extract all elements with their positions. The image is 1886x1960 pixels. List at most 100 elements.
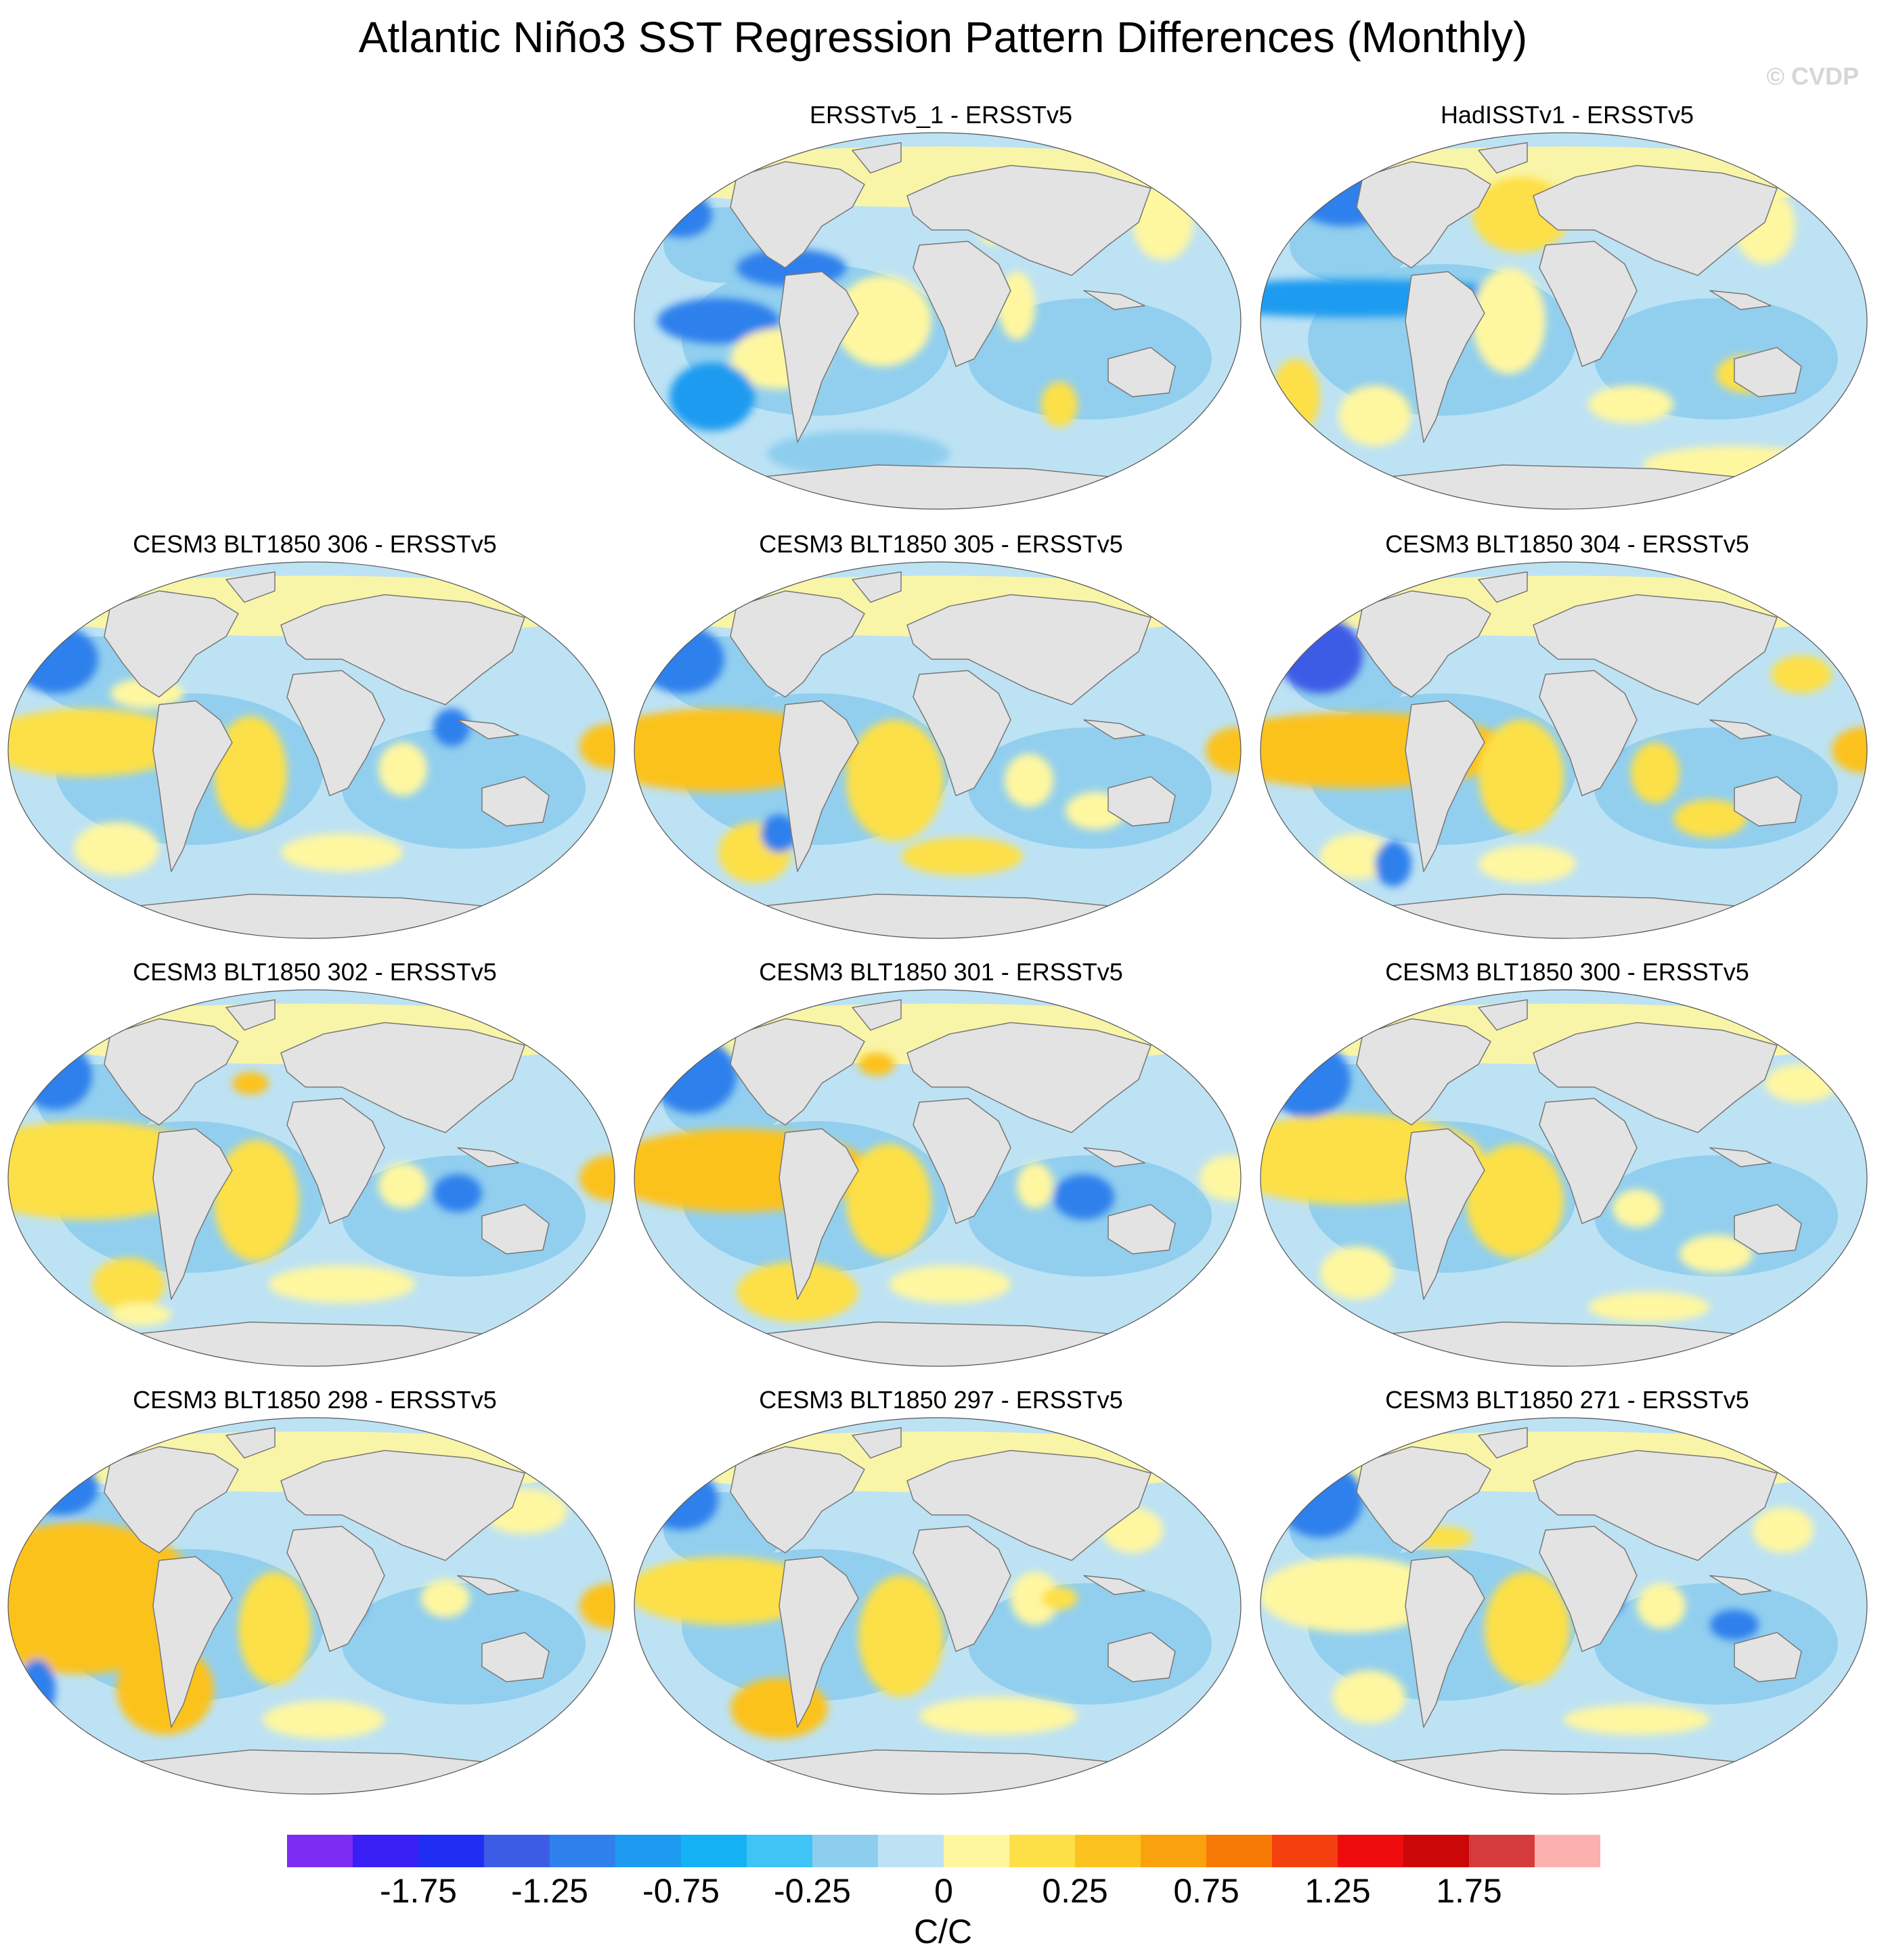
panel-title: CESM3 BLT1850 302 - ERSSTv5: [133, 958, 497, 986]
anomaly-region: [1472, 267, 1545, 374]
anomaly-region: [1375, 841, 1411, 887]
anomaly-region: [74, 822, 159, 875]
landmass: [1539, 1525, 1638, 1652]
anomaly-region: [579, 1155, 615, 1201]
map-panel: CESM3 BLT1850 304 - ERSSTv5: [1259, 529, 1875, 949]
world-map: [634, 132, 1242, 510]
anomaly-region: [421, 1579, 470, 1617]
anomaly-region: [846, 720, 944, 842]
landmass: [1478, 571, 1528, 603]
anomaly-region: [8, 1522, 202, 1674]
colorbar-swatch: [1469, 1835, 1535, 1867]
landmass: [778, 700, 859, 872]
anomaly-region: [1588, 1292, 1710, 1322]
landmass: [778, 1128, 859, 1300]
landmass: [457, 1147, 519, 1167]
anomaly-region: [13, 625, 98, 693]
colorbar-tick-label: 1.75: [1436, 1872, 1502, 1910]
landmass: [1539, 240, 1638, 367]
landmass: [286, 1525, 385, 1652]
anomaly-region: [1200, 1155, 1241, 1201]
colorbar-swatch: [287, 1835, 353, 1867]
landmass: [730, 1446, 865, 1554]
anomaly-region: [767, 431, 950, 477]
colorbar-swatch: [1403, 1835, 1470, 1867]
map-border: [1260, 561, 1868, 939]
anomaly-region: [1017, 1162, 1053, 1208]
landmass: [913, 1525, 1011, 1652]
anomaly-region: [579, 1583, 615, 1629]
anomaly-region: [634, 1556, 822, 1626]
anomaly-region: [1753, 1507, 1814, 1553]
landmass: [1405, 700, 1485, 872]
anomaly-region: [1041, 1587, 1078, 1610]
landmass: [913, 1097, 1011, 1224]
landmass: [225, 1427, 276, 1459]
anomaly-region: [889, 1265, 1011, 1303]
colorbar-tick-label: 0.75: [1173, 1872, 1240, 1910]
anomaly-region: [433, 708, 470, 747]
anomaly-region: [651, 1037, 737, 1114]
anomaly-region: [657, 298, 779, 344]
anomaly-region: [238, 1571, 311, 1686]
landmass: [1539, 1097, 1638, 1224]
landmass: [1734, 1204, 1802, 1255]
anomaly-region: [846, 1144, 931, 1258]
landmass: [1108, 776, 1176, 827]
anomaly-region: [1588, 385, 1673, 424]
landmass: [906, 1022, 1152, 1133]
panel-title: CESM3 BLT1850 298 - ERSSTv5: [133, 1386, 497, 1414]
anomaly-region: [232, 1072, 269, 1095]
panel-title: ERSSTv5_1 - ERSSTv5: [809, 101, 1073, 129]
anomaly-region: [858, 1053, 895, 1076]
map-border: [634, 989, 1242, 1367]
colorbar-swatch: [418, 1835, 485, 1867]
anomaly-region: [263, 1701, 385, 1739]
colorbar-tick-label: -1.25: [511, 1872, 588, 1910]
anomaly-region: [1320, 833, 1393, 879]
landmass: [152, 700, 233, 872]
anomaly-region: [378, 1162, 427, 1208]
anomaly-region: [110, 1303, 171, 1326]
colorbar-swatch: [878, 1835, 944, 1867]
landmass: [1533, 1450, 1778, 1561]
world-map: [634, 561, 1242, 939]
landmass: [1709, 290, 1772, 310]
anomaly-region: [25, 1462, 98, 1515]
anomaly-region: [8, 1120, 220, 1220]
anomaly-region: [1478, 720, 1564, 834]
landmass: [481, 1204, 550, 1255]
map-panel: CESM3 BLT1850 300 - ERSSTv5: [1259, 957, 1875, 1377]
landmass: [1356, 590, 1491, 698]
anomaly-region: [1478, 845, 1576, 883]
landmass: [1533, 1022, 1778, 1133]
anomaly-region: [342, 727, 586, 849]
anomaly-region: [1564, 1704, 1710, 1735]
world-map: [1260, 561, 1868, 939]
map-border: [1260, 1417, 1868, 1795]
map-border: [1260, 989, 1868, 1367]
landmass: [1709, 719, 1772, 739]
anomaly-region: [214, 716, 287, 830]
anomaly-region: [269, 1265, 415, 1303]
landmass: [1709, 1147, 1772, 1167]
landmass: [1083, 1147, 1145, 1167]
colorbar: [287, 1835, 1600, 1867]
landmass: [1478, 142, 1528, 174]
map-panel: CESM3 BLT1850 297 - ERSSTv5: [633, 1385, 1249, 1805]
landmass: [1405, 271, 1485, 443]
map-panel: CESM3 BLT1850 298 - ERSSTv5: [7, 1385, 623, 1805]
anomaly-region: [19, 1041, 92, 1110]
landmass: [730, 161, 865, 269]
landmass: [152, 1128, 233, 1300]
landmass: [778, 1556, 859, 1728]
colorbar-tick-label: 0: [934, 1872, 953, 1910]
anomaly-region: [901, 837, 1023, 875]
colorbar-swatch: [1009, 1835, 1076, 1867]
panel-title: CESM3 BLT1850 271 - ERSSTv5: [1385, 1386, 1749, 1414]
landmass: [1734, 347, 1802, 397]
anomaly-region: [1053, 1174, 1114, 1220]
map-panel: CESM3 BLT1850 301 - ERSSTv5: [633, 957, 1249, 1377]
anomaly-region: [1041, 381, 1078, 427]
colorbar-swatch: [1141, 1835, 1207, 1867]
